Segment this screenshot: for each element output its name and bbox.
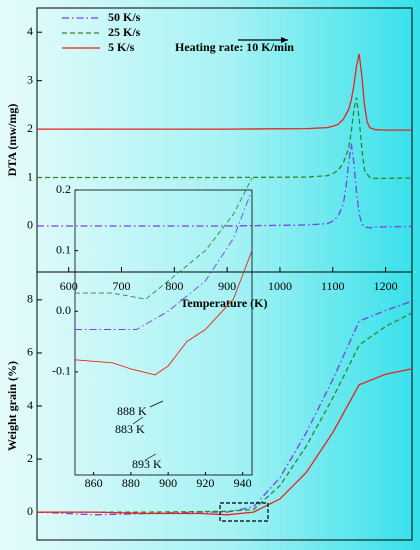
y-tick-label: 3 (27, 72, 33, 86)
zoom-box (219, 502, 269, 522)
arrow (132, 416, 144, 425)
x-tick-label: 900 (218, 279, 236, 293)
x-tick-label: 880 (122, 476, 140, 490)
y-tick-label: 8 (27, 292, 33, 306)
x-tick-label: 1100 (321, 279, 345, 293)
x-tick-label: 700 (113, 279, 131, 293)
series-line (37, 143, 413, 229)
arrow (149, 400, 164, 408)
annotation: 888 K (117, 404, 147, 418)
y-tick-label: 0 (27, 504, 33, 518)
y-tick-label: -0.1 (52, 364, 71, 378)
x-tick-label: 900 (159, 476, 177, 490)
x-tick-label: 1000 (268, 279, 292, 293)
arrow-head (281, 37, 288, 43)
y-tick-label: 0.1 (56, 242, 71, 256)
x-tick-label: 600 (60, 279, 78, 293)
series-line (37, 53, 412, 131)
legend-label: 50 K/s (108, 10, 141, 24)
x-tick-label: 800 (165, 279, 183, 293)
inset-frame (74, 189, 253, 476)
series-line (75, 177, 253, 300)
x-tick-label: 860 (85, 476, 103, 490)
y-tick-label: 2 (27, 121, 33, 135)
x-tick-label: 1200 (374, 279, 398, 293)
y-tick-label: 0.2 (56, 182, 71, 196)
annotation: 883 K (115, 422, 145, 436)
series-line (37, 312, 413, 513)
legend-label: 25 K/s (108, 25, 141, 39)
annotation: Heating rate: 10 K/min (175, 40, 294, 54)
y-tick-label: 2 (27, 451, 33, 465)
y-tick-label: 1 (27, 169, 33, 183)
y-tick-label: 0.0 (56, 303, 71, 317)
y-tick-label: 6 (27, 345, 33, 359)
plot-frame (36, 271, 413, 541)
legend-label: 5 K/s (108, 40, 135, 54)
y-tick-label: 4 (27, 24, 33, 38)
series-line (37, 368, 413, 516)
series-line (75, 189, 253, 330)
y-tick-label: 4 (27, 398, 33, 412)
series-line (74, 250, 253, 376)
series-line (37, 97, 413, 180)
annotation: 893 K (132, 457, 162, 471)
x-axis-title: Temperature (K) (181, 296, 268, 310)
y-axis-title: DTA (mw/mg) (5, 104, 19, 177)
arrow (144, 453, 157, 461)
x-tick-label: 920 (196, 476, 214, 490)
x-tick-label: 940 (234, 476, 252, 490)
y-tick-label: 0 (27, 218, 33, 232)
y-axis-title: Weight grain (%) (5, 361, 19, 451)
